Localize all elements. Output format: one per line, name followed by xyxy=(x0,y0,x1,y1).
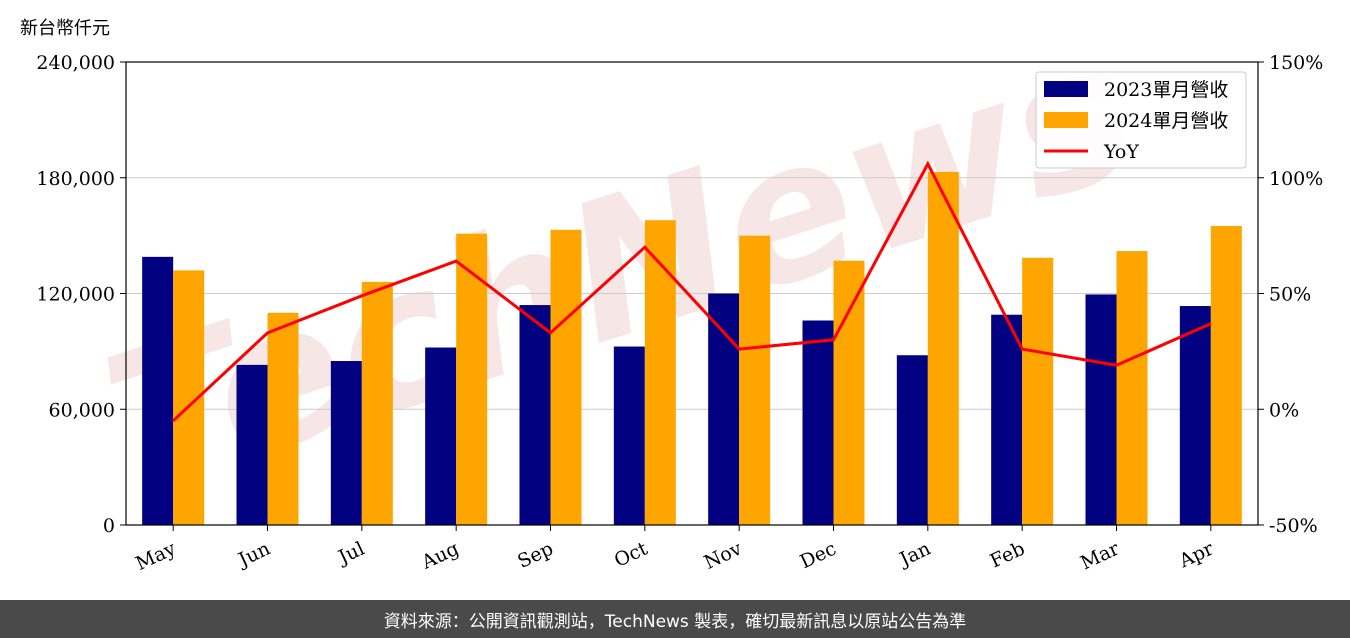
footer-source: 資料來源：公開資訊觀測站，TechNews 製表，確切最新訊息以原站公告為準 xyxy=(0,600,1350,638)
bar-2023 xyxy=(708,293,740,525)
yoy-point xyxy=(1210,323,1212,325)
x-tick-label: Feb xyxy=(987,538,1029,573)
x-tick-label: Dec xyxy=(797,538,840,574)
legend: 2023單月營收 2024單月營收 YoY xyxy=(1035,71,1247,169)
right-tick-label: -50% xyxy=(1269,515,1318,537)
yoy-point xyxy=(644,246,646,248)
yoy-point xyxy=(550,332,551,334)
bar-2023 xyxy=(1179,306,1211,525)
bars xyxy=(142,171,1242,526)
bar-2023 xyxy=(425,347,457,525)
x-tick-label: Mar xyxy=(1077,537,1123,574)
left-tick-label: 60,000 xyxy=(49,399,115,421)
x-tick-label: Oct xyxy=(611,537,651,571)
left-tick-label: 120,000 xyxy=(36,284,115,306)
yoy-point xyxy=(738,348,740,350)
left-tick-label: 0 xyxy=(103,515,115,537)
right-tick-label: 0% xyxy=(1269,399,1299,421)
grid xyxy=(126,177,1258,410)
bar-2023 xyxy=(330,361,362,525)
legend-label: 2023單月營收 xyxy=(1104,79,1228,101)
x-tick-label: Jul xyxy=(333,538,368,570)
yoy-line-path xyxy=(172,160,1212,422)
x-tick-label: Jun xyxy=(233,538,273,572)
yoy-point xyxy=(361,295,363,297)
bar-2024 xyxy=(267,312,299,525)
bar-2024 xyxy=(361,281,393,525)
x-tick-label: May xyxy=(132,537,179,575)
bar-2023 xyxy=(142,256,174,525)
bar-2023 xyxy=(519,305,551,525)
revenue-chart: TechNews 060,000120,000180,000240,000-50… xyxy=(20,0,1323,575)
legend-label: YoY xyxy=(1103,141,1139,163)
right-tick-label: 100% xyxy=(1269,168,1323,190)
yoy-point xyxy=(927,163,929,165)
bar-2024 xyxy=(833,260,865,525)
legend-swatch xyxy=(1044,112,1088,128)
legend-swatch xyxy=(1044,81,1088,97)
x-tick-label: Aug xyxy=(418,538,463,574)
x-tick-label: Sep xyxy=(514,538,556,573)
bar-2024 xyxy=(550,229,582,525)
bar-2023 xyxy=(991,314,1023,525)
bar-2024 xyxy=(1116,251,1148,525)
bar-2023 xyxy=(896,355,928,525)
legend-label: 2024單月營收 xyxy=(1104,110,1228,132)
yoy-point xyxy=(1116,364,1117,366)
yoy-point xyxy=(833,339,834,341)
bar-2023 xyxy=(613,346,645,525)
bar-2024 xyxy=(739,235,771,525)
legend-box xyxy=(1035,71,1247,169)
left-tick-label: 240,000 xyxy=(36,52,115,74)
yoy-point xyxy=(455,260,457,262)
yoy-point xyxy=(267,332,268,334)
right-tick-label: 50% xyxy=(1269,284,1311,306)
bar-2024 xyxy=(1210,225,1242,525)
bar-2024 xyxy=(927,171,959,525)
x-tick-label: Apr xyxy=(1175,537,1218,573)
yoy-line xyxy=(172,160,1212,422)
yoy-point xyxy=(172,420,174,422)
x-tick-label: Nov xyxy=(701,537,746,573)
yoy-point xyxy=(1021,348,1023,350)
bar-2024 xyxy=(644,220,676,526)
bar-2023 xyxy=(236,364,268,525)
right-tick-label: 150% xyxy=(1269,52,1323,74)
y-axis-unit-label: 新台幣仟元 xyxy=(20,18,110,39)
bar-2023 xyxy=(1085,294,1117,525)
x-tick-label: Jan xyxy=(895,538,934,572)
left-tick-label: 180,000 xyxy=(36,168,115,190)
bar-2024 xyxy=(456,233,488,525)
bar-2023 xyxy=(802,320,834,525)
bar-2024 xyxy=(1022,257,1054,525)
